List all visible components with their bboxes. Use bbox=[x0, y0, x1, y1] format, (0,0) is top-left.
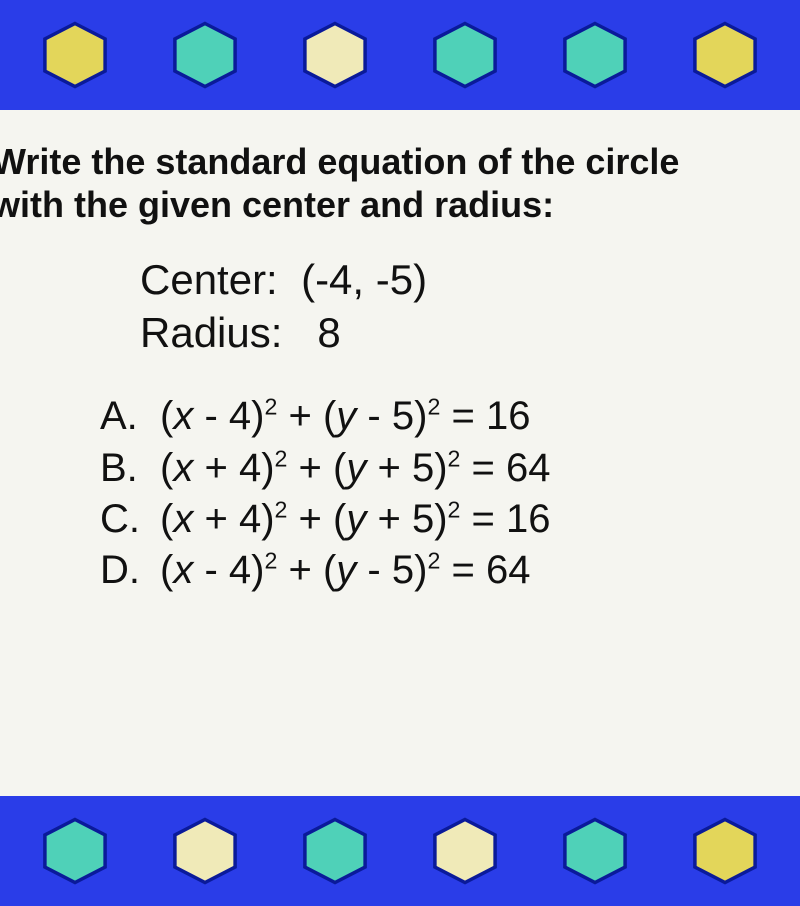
center-value: (-4, -5) bbox=[301, 256, 427, 303]
hexagon-icon bbox=[170, 20, 240, 90]
given-block: Center: (-4, -5) Radius: 8 bbox=[140, 254, 800, 359]
hexagon-icon bbox=[560, 816, 630, 886]
answer-choices: A. (x - 4)2 + (y - 5)2 = 16 B. (x + 4)2 … bbox=[100, 391, 800, 596]
hexagon-icon bbox=[300, 20, 370, 90]
given-radius: Radius: 8 bbox=[140, 307, 800, 360]
radius-label: Radius: bbox=[140, 309, 282, 356]
question-text-line1: Write the standard equation of the circl… bbox=[0, 140, 800, 183]
given-center: Center: (-4, -5) bbox=[140, 254, 800, 307]
hexagon-icon bbox=[690, 816, 760, 886]
hexagon-icon bbox=[690, 20, 760, 90]
hexagon-icon bbox=[170, 816, 240, 886]
question-content: Write the standard equation of the circl… bbox=[0, 130, 800, 606]
hexagon-icon bbox=[300, 816, 370, 886]
decor-band-bottom bbox=[0, 796, 800, 906]
choice-letter: D. bbox=[100, 545, 160, 596]
hexagon-icon bbox=[40, 816, 110, 886]
choice-A[interactable]: A. (x - 4)2 + (y - 5)2 = 16 bbox=[100, 391, 800, 442]
choice-equation: (x - 4)2 + (y - 5)2 = 16 bbox=[160, 391, 530, 442]
choice-letter: A. bbox=[100, 391, 160, 442]
question-text-line2: with the given center and radius: bbox=[0, 183, 800, 226]
choice-letter: C. bbox=[100, 494, 160, 545]
choice-equation: (x + 4)2 + (y + 5)2 = 64 bbox=[160, 443, 551, 494]
choice-C[interactable]: C. (x + 4)2 + (y + 5)2 = 16 bbox=[100, 494, 800, 545]
hexagon-icon bbox=[560, 20, 630, 90]
hexagon-icon bbox=[40, 20, 110, 90]
choice-letter: B. bbox=[100, 443, 160, 494]
choice-equation: (x + 4)2 + (y + 5)2 = 16 bbox=[160, 494, 551, 545]
hexagon-icon bbox=[430, 20, 500, 90]
decor-band-top bbox=[0, 0, 800, 110]
choice-D[interactable]: D. (x - 4)2 + (y - 5)2 = 64 bbox=[100, 545, 800, 596]
choice-equation: (x - 4)2 + (y - 5)2 = 64 bbox=[160, 545, 530, 596]
radius-value: 8 bbox=[317, 309, 340, 356]
hexagon-icon bbox=[430, 816, 500, 886]
center-label: Center: bbox=[140, 256, 278, 303]
choice-B[interactable]: B. (x + 4)2 + (y + 5)2 = 64 bbox=[100, 443, 800, 494]
